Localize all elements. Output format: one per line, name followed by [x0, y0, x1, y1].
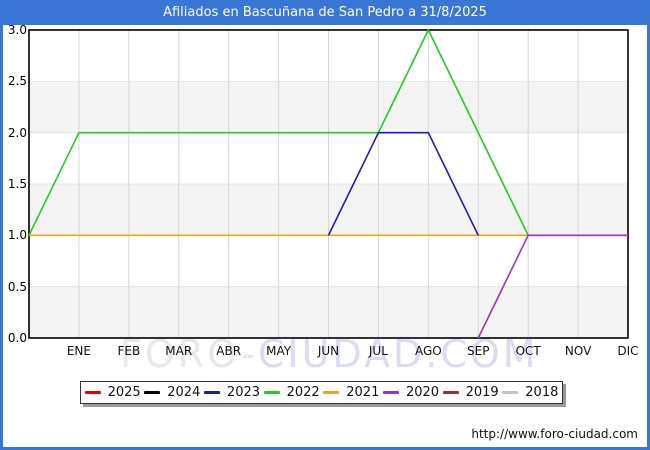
legend-label: 2022: [286, 385, 320, 400]
legend-item-2025: 2025: [84, 385, 141, 400]
legend-marker-2024: [144, 391, 161, 394]
legend-label: 2024: [167, 385, 201, 400]
legend-item-2024: 2024: [144, 385, 200, 400]
legend-marker-2021: [323, 391, 340, 394]
legend-item-2022: 2022: [263, 385, 320, 400]
legend-marker-2019: [442, 391, 459, 394]
footer-url: http://www.foro-ciudad.com: [471, 427, 638, 441]
series-line-2020: [477, 234, 628, 339]
plot-border: [28, 29, 629, 339]
series-line-2023: [327, 131, 479, 236]
legend-marker-2018: [502, 391, 519, 394]
legend-label: 2018: [525, 385, 559, 400]
legend-marker-2023: [203, 391, 220, 394]
legend-label: 2025: [107, 385, 141, 400]
chart-title: Afiliados en Bascuñana de San Pedro a 31…: [163, 5, 487, 20]
legend-label: 2021: [346, 385, 380, 400]
legend-marker-2022: [263, 391, 280, 394]
legend-marker-2025: [84, 391, 101, 394]
legend-item-2018: 2018: [502, 385, 558, 400]
legend: 2025 2024 2023 2022 2021 2020 2019 2018: [80, 381, 563, 404]
legend-item-2023: 2023: [203, 385, 261, 400]
legend-label: 2020: [405, 385, 440, 400]
legend-label: 2023: [226, 385, 261, 400]
watermark: FORO-CIUDAD.COM: [120, 332, 539, 376]
legend-label: 2019: [465, 385, 499, 400]
legend-marker-2020: [382, 391, 399, 394]
legend-item-2020: 2020: [382, 385, 440, 400]
legend-item-2019: 2019: [442, 385, 499, 400]
watermark-part1: FORO-: [120, 332, 258, 376]
legend-item-2021: 2021: [323, 385, 379, 400]
title-bar: Afiliados en Bascuñana de San Pedro a 31…: [0, 0, 650, 25]
watermark-part2: CIUDAD.COM: [257, 332, 539, 376]
